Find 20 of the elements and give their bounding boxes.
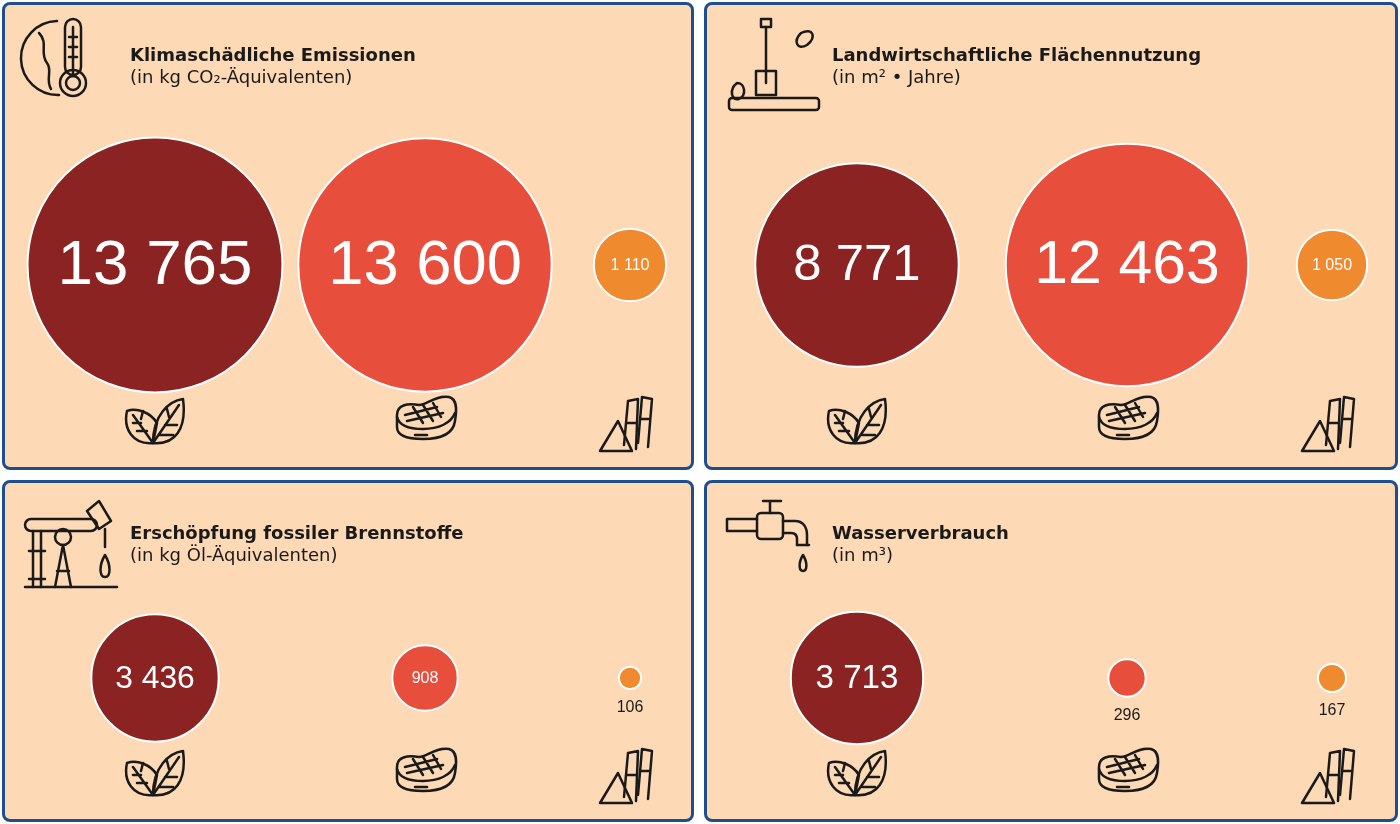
data-label: 1 050 <box>1311 256 1353 273</box>
data-label: 13 765 <box>57 226 253 298</box>
text: (in m² • Jahre) <box>832 66 961 87</box>
text: Erschöpfung fossiler Brennstoffe <box>130 522 464 543</box>
text: Klimaschädliche Emissionen <box>130 44 416 65</box>
data-label: 908 <box>411 669 439 686</box>
text: Wasserverbrauch <box>832 522 1009 543</box>
data-label: 3 713 <box>815 658 899 695</box>
data-label: 13 600 <box>328 227 522 297</box>
text: (in kg Öl-Äquivalenten) <box>130 544 338 565</box>
data-label: 12 463 <box>1034 228 1220 296</box>
data-label: 3 436 <box>115 659 195 695</box>
text: Landwirtschaftliche Flächennutzung <box>832 44 1202 65</box>
text: (in m³) <box>832 544 893 565</box>
data-label: 1 110 <box>610 256 650 273</box>
data-label: 106 <box>616 698 644 716</box>
data-label: 167 <box>1318 701 1346 719</box>
data-label: 296 <box>1113 705 1141 723</box>
text: (in kg CO₂-Äquivalenten) <box>130 66 353 87</box>
data-label: 8 771 <box>793 234 921 291</box>
